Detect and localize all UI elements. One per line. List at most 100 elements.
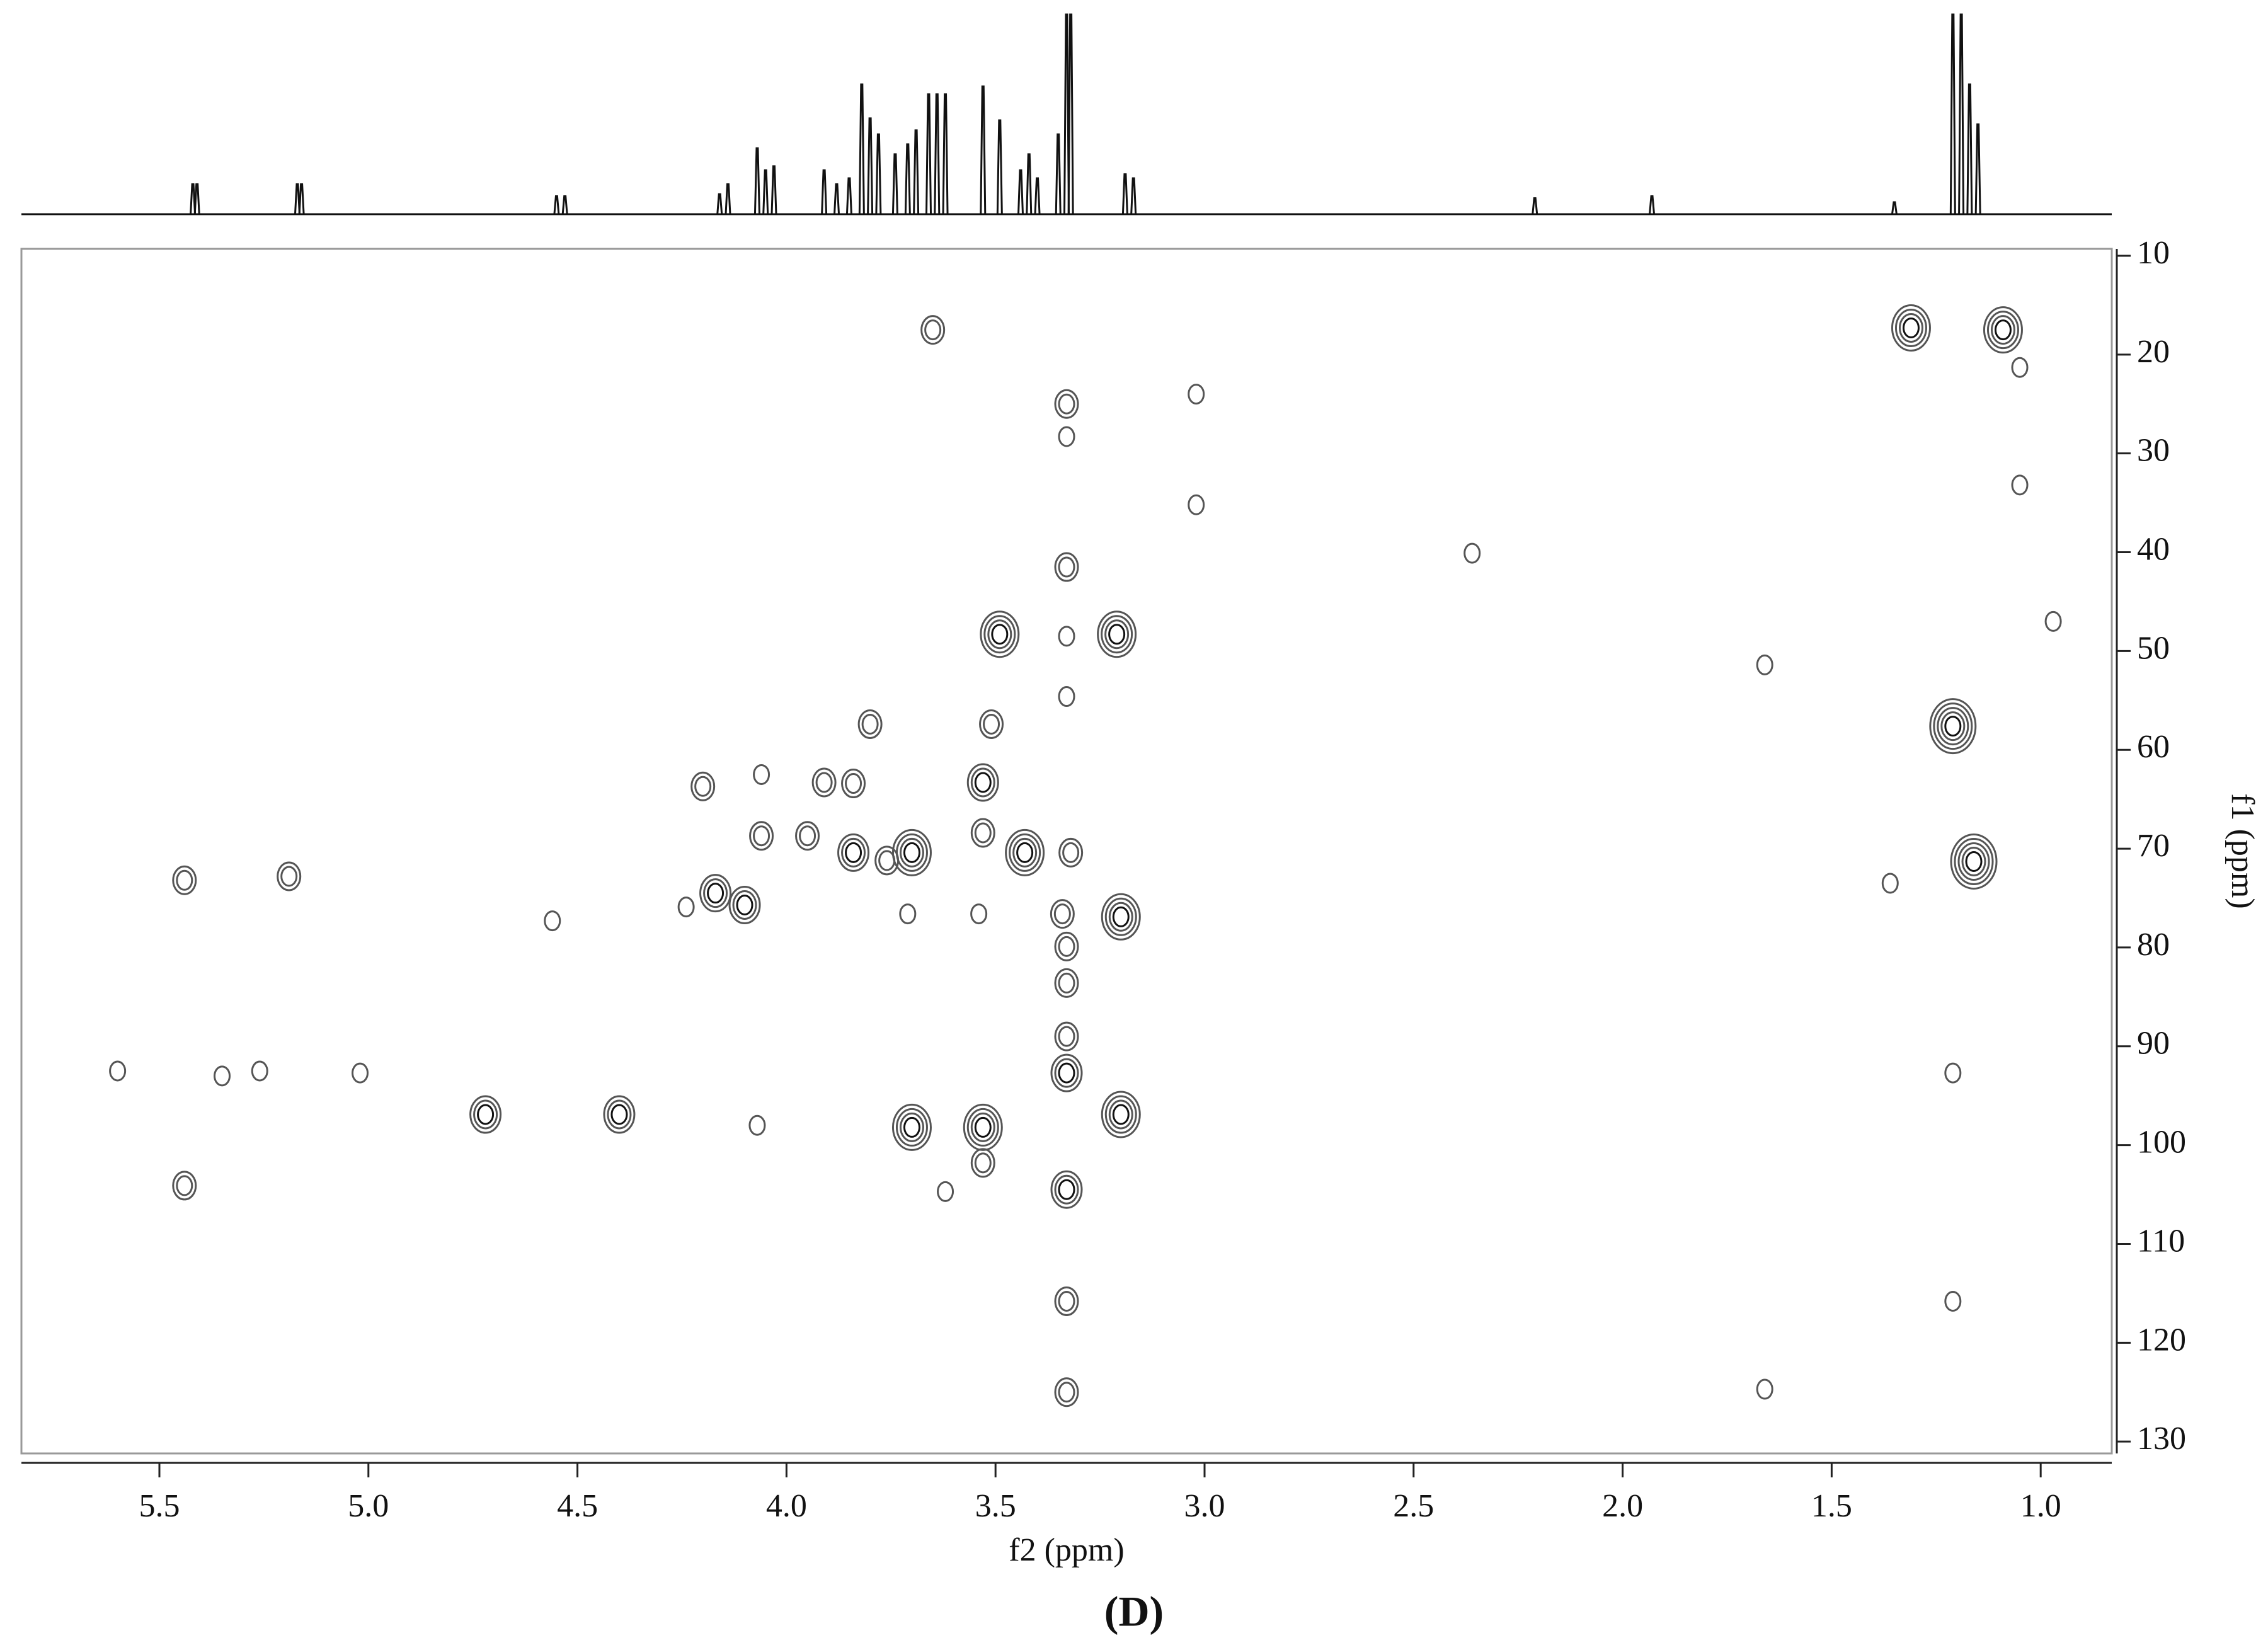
contour-ring bbox=[1965, 851, 1983, 872]
contour-ring bbox=[891, 1103, 932, 1151]
cross-peak bbox=[1050, 1053, 1083, 1092]
cross-peak bbox=[1005, 828, 1045, 876]
contour-ring bbox=[970, 767, 995, 798]
cross-peak bbox=[603, 1095, 636, 1134]
contour-ring bbox=[176, 1175, 193, 1196]
contour-ring bbox=[1994, 319, 2012, 341]
contour-ring bbox=[1054, 552, 1079, 582]
contour-ring bbox=[1054, 1021, 1079, 1051]
contour-ring bbox=[109, 1060, 127, 1082]
spectrum-peak bbox=[1017, 169, 1024, 215]
contour-ring bbox=[1101, 893, 1141, 941]
contour-ring bbox=[974, 1116, 992, 1138]
contour-ring bbox=[1058, 1382, 1075, 1403]
x-tick-label: 1.0 bbox=[2020, 1488, 2061, 1524]
contour-ring bbox=[703, 878, 728, 908]
x-tick-label: 2.5 bbox=[1393, 1488, 1434, 1524]
contour-ring bbox=[1188, 494, 1205, 515]
contour-ring bbox=[874, 845, 900, 876]
spectrum-peak bbox=[561, 195, 568, 215]
cross-peak bbox=[1944, 1062, 1962, 1084]
contour-ring bbox=[1058, 686, 1075, 708]
cross-peak bbox=[1050, 899, 1075, 929]
spectrum-peak bbox=[1966, 83, 1973, 215]
cross-peak bbox=[172, 865, 197, 895]
contour-ring bbox=[1983, 306, 2023, 354]
contour-ring bbox=[172, 1171, 197, 1201]
contour-ring bbox=[1112, 906, 1130, 927]
contour-ring bbox=[895, 1108, 928, 1147]
cross-peak bbox=[1054, 552, 1079, 582]
cross-peak bbox=[980, 610, 1020, 658]
contour-ring bbox=[1054, 389, 1079, 419]
contour-ring bbox=[1463, 542, 1481, 564]
cross-peak bbox=[251, 1060, 268, 1082]
cross-peak bbox=[1463, 542, 1481, 564]
x-tick-label: 5.5 bbox=[139, 1488, 180, 1524]
x-tick-label: 2.0 bbox=[1602, 1488, 1643, 1524]
contour-ring bbox=[2011, 474, 2029, 496]
contour-ring bbox=[1756, 654, 1773, 675]
contour-ring bbox=[841, 769, 866, 799]
contour-ring bbox=[1050, 1170, 1083, 1209]
spectrum-peak bbox=[1130, 177, 1137, 215]
contour-ring bbox=[1944, 1290, 1962, 1312]
cross-peak bbox=[795, 821, 820, 851]
spectrum-peak bbox=[1026, 153, 1033, 215]
cross-peak bbox=[749, 821, 774, 851]
spectrum-peak bbox=[891, 153, 898, 215]
spectrum-peak bbox=[821, 169, 828, 215]
x-axis-title: f2 (ppm) bbox=[1009, 1532, 1124, 1568]
contour-ring bbox=[1005, 828, 1045, 876]
cross-peak bbox=[1054, 1286, 1079, 1316]
contour-ring bbox=[841, 837, 866, 868]
contour-ring bbox=[966, 763, 999, 802]
contour-ring bbox=[920, 315, 946, 345]
contour-ring bbox=[1894, 308, 1927, 347]
y-tick-label: 60 bbox=[2137, 729, 2170, 765]
contour-ring bbox=[736, 894, 753, 915]
contour-ring bbox=[749, 821, 774, 851]
contour-ring bbox=[861, 713, 879, 735]
contour-ring bbox=[352, 1062, 369, 1084]
cross-peak bbox=[899, 903, 917, 925]
cross-peak bbox=[1054, 389, 1079, 419]
contour-ring bbox=[970, 818, 995, 848]
x-tick-label: 3.5 bbox=[975, 1488, 1016, 1524]
spectrum-peak bbox=[1532, 197, 1538, 215]
cross-peak bbox=[1050, 1170, 1083, 1209]
spectrum-peak bbox=[942, 93, 949, 215]
spectrum-peak bbox=[770, 165, 777, 215]
contour-ring bbox=[469, 1095, 502, 1134]
contour-ring bbox=[544, 910, 561, 932]
contour-ring bbox=[1961, 846, 1986, 876]
contour-ring bbox=[1058, 972, 1075, 994]
contour-ring bbox=[1009, 833, 1041, 872]
y-tick-label: 40 bbox=[2137, 531, 2170, 567]
contour-ring bbox=[690, 771, 716, 801]
contour-ring bbox=[277, 861, 302, 891]
cross-peak bbox=[1950, 833, 1998, 890]
contour-ring bbox=[1054, 1174, 1079, 1205]
y-tick-label: 50 bbox=[2137, 630, 2170, 666]
contour-ring bbox=[176, 869, 193, 891]
spectrum-peak bbox=[1067, 13, 1074, 215]
contour-ring bbox=[1058, 936, 1075, 957]
contour-ring bbox=[603, 1095, 636, 1134]
contour-ring bbox=[1058, 1062, 1075, 1084]
y-axis-title: f1 (ppm) bbox=[2225, 793, 2260, 908]
contour-ring bbox=[899, 903, 917, 925]
contour-ring bbox=[1101, 615, 1133, 654]
contour-ring bbox=[987, 619, 1012, 650]
contour-ring bbox=[1986, 311, 2019, 350]
cross-peak bbox=[1756, 1378, 1773, 1400]
contour-ring bbox=[1058, 837, 1084, 868]
contour-ring bbox=[963, 1103, 1003, 1151]
contour-ring bbox=[980, 610, 1020, 658]
spectrum-peak bbox=[1891, 201, 1898, 215]
cross-peak bbox=[966, 763, 999, 802]
spectrum-peak bbox=[875, 133, 882, 215]
spectrum-peak bbox=[762, 169, 769, 215]
contour-ring bbox=[1104, 1095, 1137, 1134]
